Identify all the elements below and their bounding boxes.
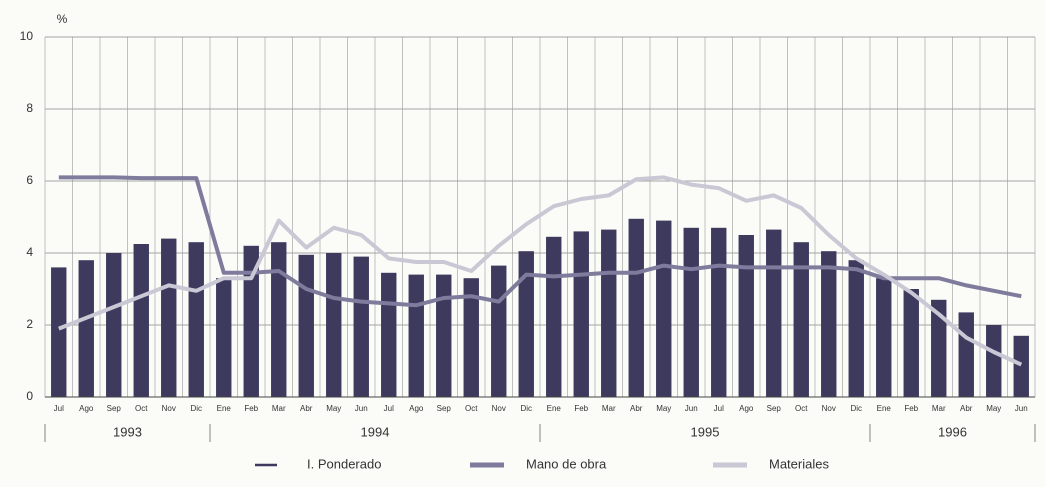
year-label: 1996 (938, 424, 967, 439)
x-tick-label: Mar (602, 404, 616, 413)
y-tick-label: 4 (26, 245, 33, 259)
legend-label: Materiales (769, 456, 829, 471)
legend-label: Mano de obra (526, 456, 607, 471)
bar (766, 229, 782, 397)
x-tick-label: Jun (685, 404, 698, 413)
x-tick-label: Sep (107, 404, 122, 413)
bar (78, 260, 94, 397)
legend-label: I. Ponderado (307, 456, 381, 471)
y-tick-label: 8 (26, 101, 33, 115)
bar (628, 218, 644, 397)
x-tick-label: Ene (547, 404, 562, 413)
x-tick-label: Feb (574, 404, 588, 413)
x-tick-label: May (986, 404, 1001, 413)
x-tick-label: Oct (795, 404, 808, 413)
x-tick-label: Jul (54, 404, 64, 413)
year-label: 1993 (113, 424, 142, 439)
x-tick-label: Dic (190, 404, 202, 413)
x-tick-label: Nov (162, 404, 176, 413)
x-tick-label: Mar (932, 404, 946, 413)
x-tick-label: Abr (300, 404, 313, 413)
bar (903, 289, 919, 397)
bar (986, 325, 1002, 397)
x-tick-label: Feb (904, 404, 918, 413)
y-tick-label: 2 (26, 317, 33, 331)
bar (491, 265, 507, 397)
y-tick-label: 0 (26, 389, 33, 403)
x-tick-label: Abr (630, 404, 643, 413)
bar (408, 274, 424, 397)
bar (216, 278, 232, 397)
bar (711, 227, 727, 397)
x-tick-label: Mar (272, 404, 286, 413)
bar (546, 236, 562, 397)
bar (298, 254, 314, 397)
x-tick-label: Jul (384, 404, 394, 413)
bar (793, 242, 809, 397)
bar (518, 251, 534, 397)
x-tick-label: Feb (244, 404, 258, 413)
line (58, 175, 1022, 308)
bar (683, 227, 699, 397)
bar (463, 278, 479, 397)
bar (601, 229, 617, 397)
x-tick-label: Ene (877, 404, 892, 413)
bar (573, 231, 589, 397)
bar (188, 242, 204, 397)
bar (106, 253, 122, 397)
bar (133, 244, 149, 397)
x-tick-label: Jun (355, 404, 368, 413)
y-axis-label: % (57, 12, 68, 26)
year-label: 1995 (691, 424, 720, 439)
bar (436, 274, 452, 397)
x-tick-label: May (326, 404, 341, 413)
bar (161, 238, 177, 397)
bar (958, 312, 974, 397)
bar (876, 278, 892, 397)
x-tick-label: Sep (767, 404, 782, 413)
line (58, 175, 1023, 367)
bar (243, 245, 259, 397)
bar (848, 260, 864, 397)
x-tick-label: Dic (520, 404, 532, 413)
x-tick-label: Oct (135, 404, 148, 413)
bar (738, 235, 754, 397)
x-tick-label: Oct (465, 404, 478, 413)
x-tick-label: Ago (739, 404, 754, 413)
x-tick-label: Ene (217, 404, 232, 413)
x-tick-label: Ago (79, 404, 94, 413)
x-tick-label: Jul (714, 404, 724, 413)
bar (1013, 335, 1029, 397)
year-label: 1994 (361, 424, 390, 439)
x-tick-label: Nov (492, 404, 506, 413)
bar (381, 272, 397, 397)
x-tick-label: May (656, 404, 671, 413)
y-tick-label: 10 (20, 29, 34, 43)
bar (326, 253, 342, 397)
x-tick-label: Sep (437, 404, 452, 413)
x-tick-label: Jun (1015, 404, 1028, 413)
bar (931, 299, 947, 397)
x-tick-label: Ago (409, 404, 424, 413)
x-tick-label: Abr (960, 404, 973, 413)
y-tick-label: 6 (26, 173, 33, 187)
bar (353, 256, 369, 397)
bar (51, 267, 67, 397)
bar (821, 251, 837, 397)
x-tick-label: Dic (850, 404, 862, 413)
bar (271, 242, 287, 397)
bar (656, 220, 672, 397)
x-tick-label: Nov (822, 404, 836, 413)
